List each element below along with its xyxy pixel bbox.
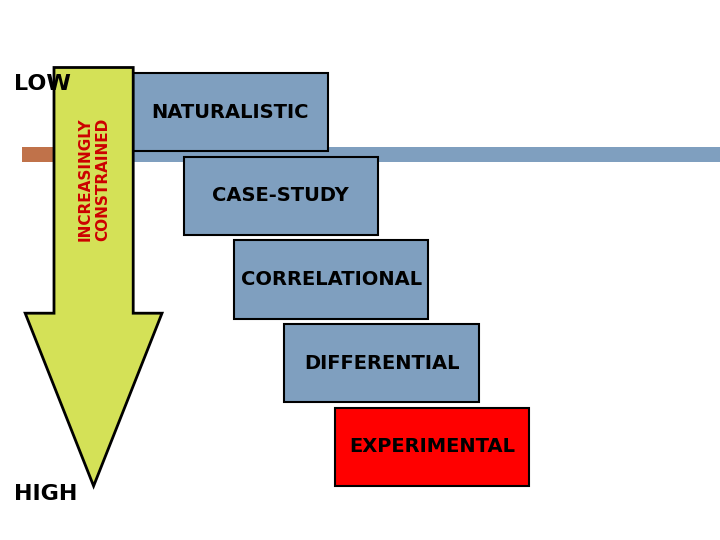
Text: NATURALISTIC: NATURALISTIC [152, 103, 309, 122]
Text: EXPERIMENTAL: EXPERIMENTAL [349, 437, 515, 456]
Text: CASE-STUDY: CASE-STUDY [212, 186, 349, 205]
Text: INCREASINGLY
CONSTRAINED: INCREASINGLY CONSTRAINED [78, 118, 110, 241]
Bar [133, 147, 720, 162]
Text: DIFFERENTIAL: DIFFERENTIAL [304, 354, 459, 373]
Polygon shape [25, 68, 162, 486]
Bar [284, 324, 479, 402]
Text: CORRELATIONAL: CORRELATIONAL [240, 270, 422, 289]
Bar [335, 408, 529, 486]
Bar [133, 73, 328, 151]
Bar [184, 157, 378, 235]
Bar [234, 240, 428, 319]
Text: HIGH: HIGH [14, 484, 78, 504]
Text: LOW: LOW [14, 73, 71, 94]
Bar [22, 147, 86, 162]
